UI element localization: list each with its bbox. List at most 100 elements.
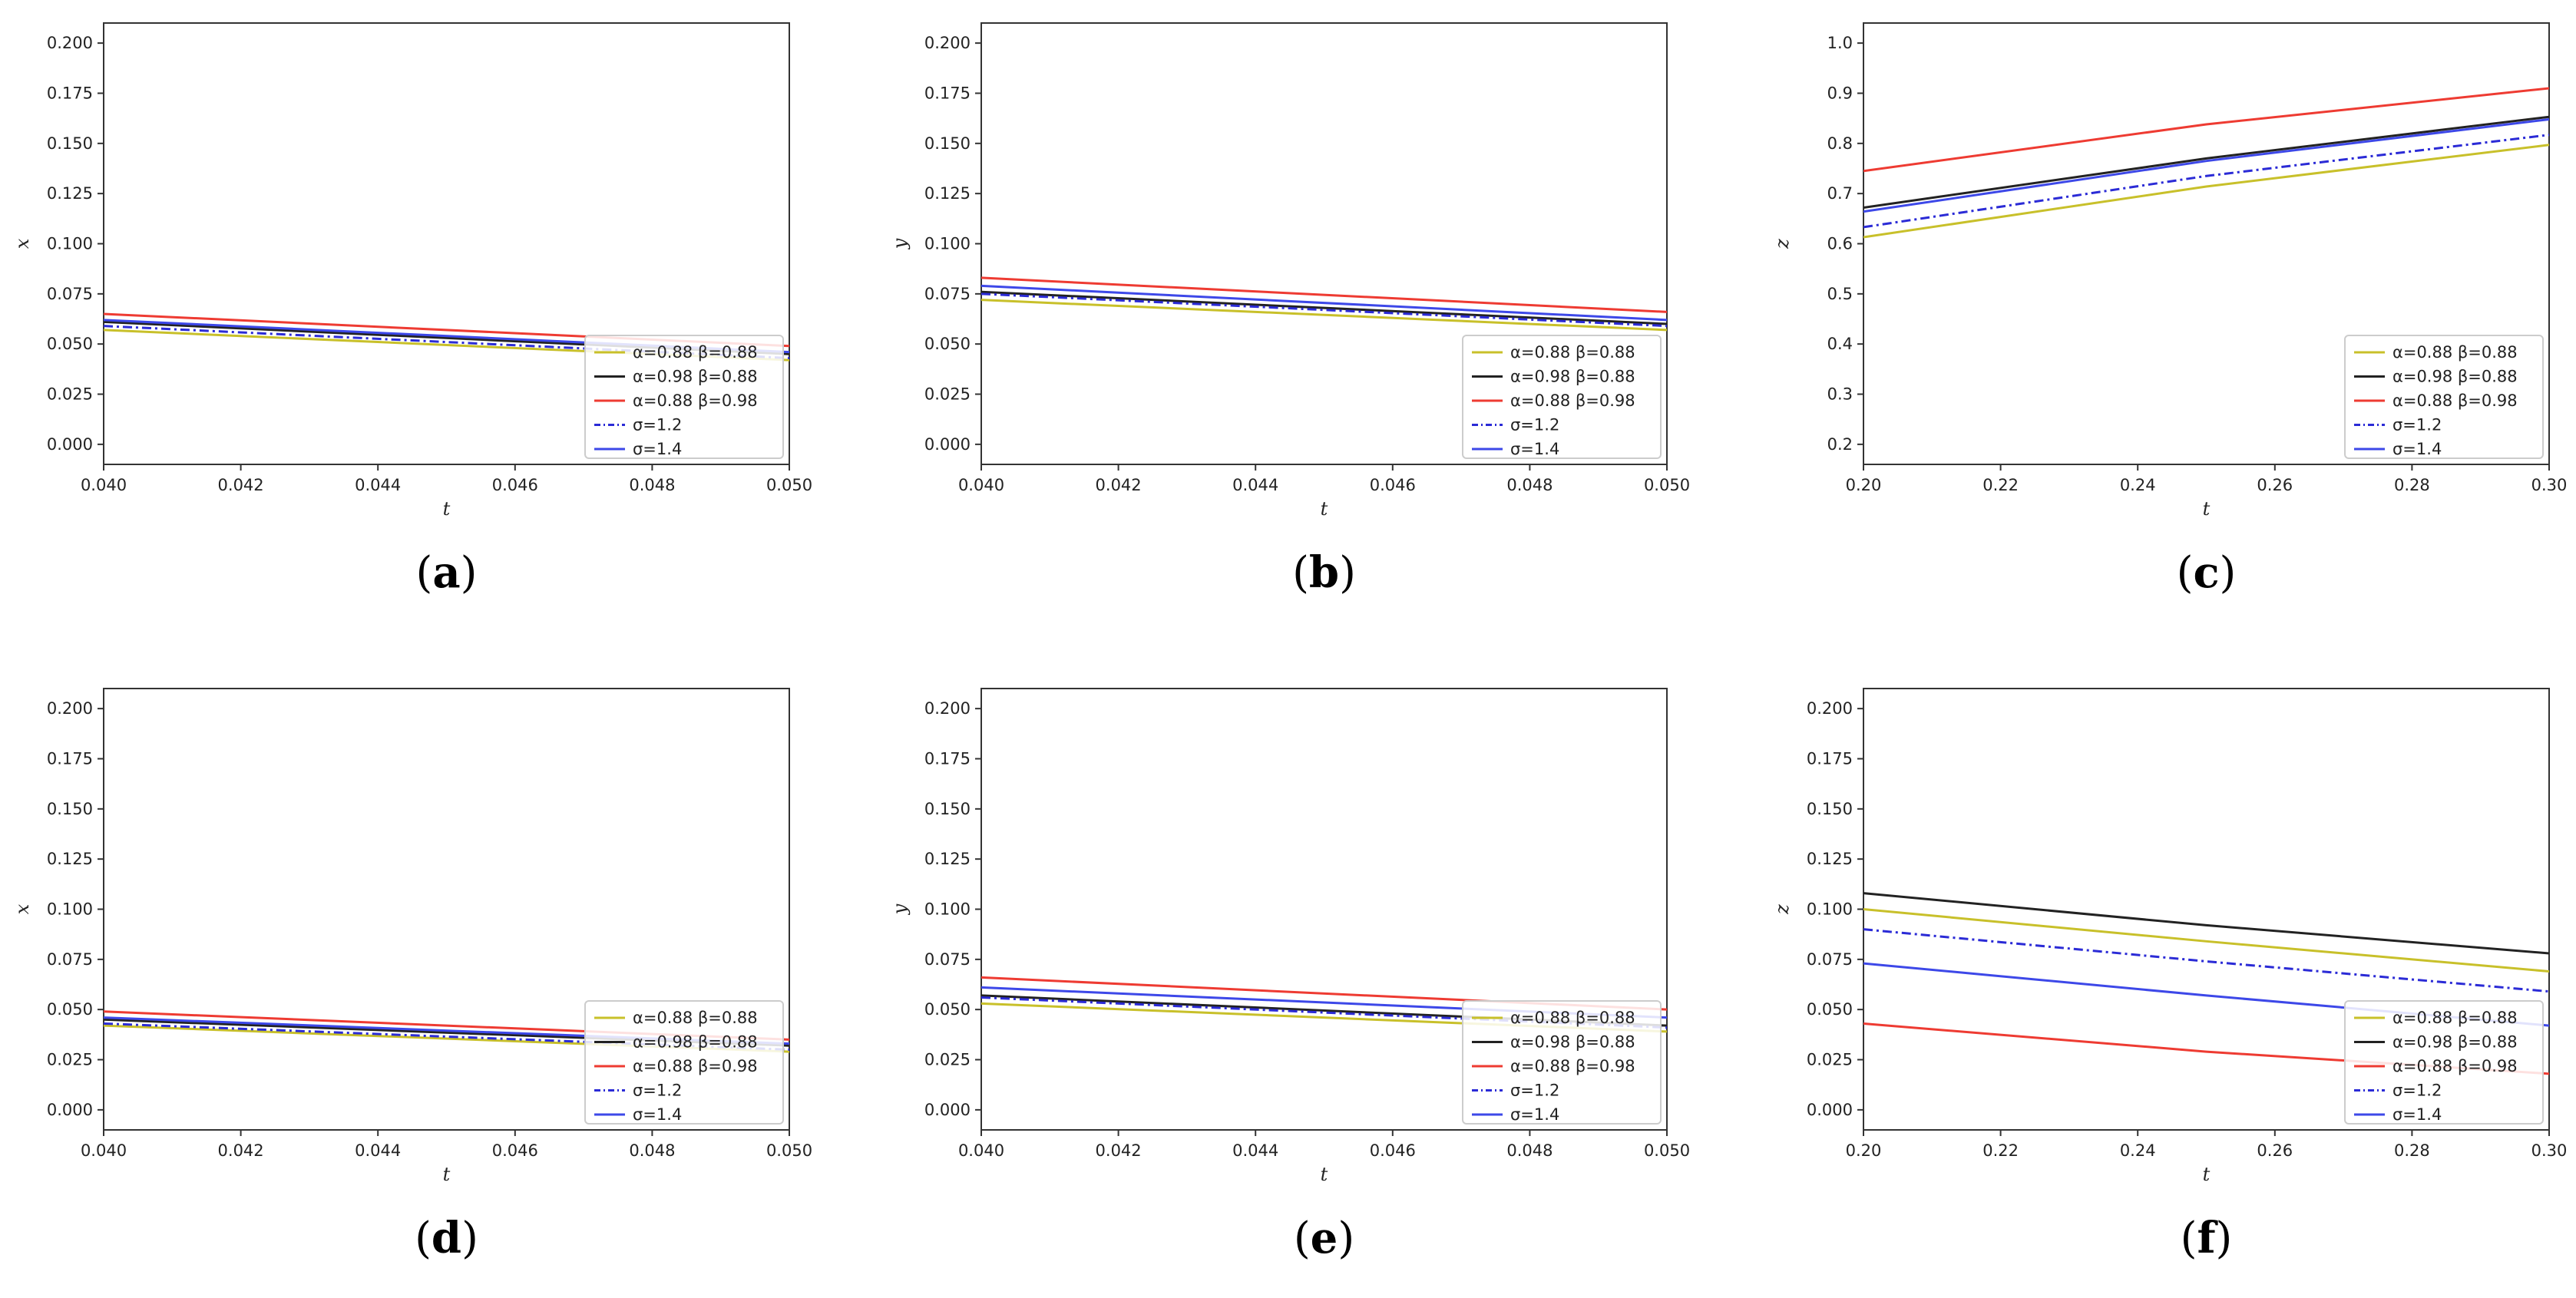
y-tick-label: 0.050 [924, 1000, 971, 1019]
legend-label: α=0.88 β=0.88 [633, 1009, 758, 1027]
series-line-5 [1863, 117, 2549, 213]
y-tick-label: 0.025 [47, 1051, 93, 1069]
legend-label: σ=1.4 [1510, 1105, 1559, 1124]
y-tick-label: 0.075 [924, 285, 971, 303]
legend-label: σ=1.2 [1510, 416, 1559, 434]
x-tick-label: 0.046 [492, 476, 538, 494]
series-group [1863, 87, 2549, 239]
panel-letter: d [432, 1213, 461, 1263]
x-tick-label: 0.24 [2120, 476, 2156, 494]
chart-panel-a: 0.040 0.042 0.044 0.046 0.048 0.050 0.000 0.025… [12, 22, 812, 598]
legend: α=0.88 β=0.88 α=0.98 β=0.88 α=0.88 β=0.98 σ… [2344, 335, 2544, 459]
series-line-2 [1863, 892, 2549, 955]
x-tick-label: 0.046 [1370, 1141, 1416, 1160]
y-tick-label: 0.125 [1807, 850, 1853, 868]
x-axis-label: t [2203, 1164, 2211, 1185]
y-tick-label: 0.100 [924, 900, 971, 919]
y-tick-label: 0.025 [1807, 1051, 1853, 1069]
series-group [981, 276, 1667, 332]
y-tick-label: 0.6 [1827, 235, 1853, 253]
panel-letter: c [2193, 547, 2219, 598]
y-tick-label: 0.200 [47, 34, 93, 52]
x-tick-label: 0.044 [1232, 476, 1278, 494]
x-tick-label: 0.050 [766, 1141, 812, 1160]
x-tick-label: 0.28 [2394, 476, 2430, 494]
x-tick-label: 0.050 [1644, 476, 1690, 494]
x-tick-label: 0.040 [958, 1141, 1004, 1160]
y-tick-label: 0.125 [47, 850, 93, 868]
y-tick-label: 0.025 [924, 1051, 971, 1069]
chart-panel-d: 0.040 0.042 0.044 0.046 0.048 0.050 0.000 0.025… [12, 688, 812, 1263]
series-line-4 [1863, 134, 2549, 229]
y-tick-label: 0.150 [47, 800, 93, 818]
legend-label: σ=1.2 [633, 1082, 682, 1100]
series-line-2 [981, 290, 1667, 325]
series-line-3 [981, 276, 1667, 313]
x-tick-label: 0.20 [1846, 476, 1882, 494]
y-tick-label: 0.050 [1807, 1000, 1853, 1019]
y-tick-label: 0.7 [1827, 184, 1853, 203]
legend-label: σ=1.2 [2392, 416, 2442, 434]
legend-label: α=0.88 β=0.98 [2392, 1057, 2518, 1075]
y-tick-label: 0.000 [924, 1101, 971, 1119]
legend-label: α=0.88 β=0.98 [2392, 391, 2518, 410]
y-tick-label: 0.100 [1807, 900, 1853, 919]
y-tick-label: 0.100 [47, 900, 93, 919]
y-tick-label: 0.050 [47, 335, 93, 353]
legend-label: α=0.88 β=0.88 [633, 343, 758, 362]
legend-label: α=0.98 β=0.88 [633, 1033, 758, 1052]
y-tick-label: 0.175 [47, 84, 93, 102]
series-line-5 [981, 284, 1667, 322]
y-tick-label: 0.200 [924, 699, 971, 718]
panel-letter: b [1309, 547, 1339, 598]
x-tick-label: 0.042 [218, 476, 264, 494]
y-tick-label: 0.000 [924, 435, 971, 454]
y-tick-label: 0.125 [924, 184, 971, 203]
x-axis-label: t [1321, 1164, 1328, 1185]
y-tick-label: 0.150 [1807, 800, 1853, 818]
x-tick-label: 0.048 [629, 476, 675, 494]
legend-label: σ=1.4 [633, 440, 682, 458]
y-tick-label: 0.175 [1807, 749, 1853, 768]
x-tick-label: 0.22 [1982, 476, 2019, 494]
panel-label: (e) [1294, 1213, 1354, 1263]
series-line-1 [1863, 144, 2549, 239]
y-tick-label: 0.4 [1827, 335, 1853, 353]
legend: α=0.88 β=0.88 α=0.98 β=0.88 α=0.88 β=0.98 σ… [1462, 1000, 1662, 1125]
panel-label: (b) [1292, 547, 1356, 598]
x-tick-label: 0.30 [2531, 1141, 2568, 1160]
legend-label: α=0.88 β=0.88 [1510, 343, 1635, 362]
legend: α=0.88 β=0.88 α=0.98 β=0.88 α=0.88 β=0.98 σ… [584, 1000, 784, 1125]
x-tick-label: 0.042 [1096, 476, 1142, 494]
legend-label: α=0.88 β=0.98 [1510, 391, 1635, 410]
panel-label: (d) [415, 1213, 478, 1263]
y-tick-label: 0.100 [47, 235, 93, 253]
y-tick-label: 0.5 [1827, 285, 1853, 303]
legend-label: σ=1.2 [633, 416, 682, 434]
chart-panel-c: 0.20 0.22 0.24 0.26 0.28 0.30 0.2 0.3 0.4 0.5 0.6 0… [1771, 22, 2568, 598]
y-tick-label: 0.150 [924, 134, 971, 153]
legend-box [584, 1000, 784, 1125]
y-axis-label: y [889, 238, 911, 249]
x-tick-label: 0.22 [1982, 1141, 2019, 1160]
y-tick-label: 0.175 [924, 84, 971, 102]
panel-letter: f [2197, 1213, 2218, 1263]
legend-label: α=0.98 β=0.88 [2392, 1033, 2518, 1052]
x-tick-label: 0.24 [2120, 1141, 2156, 1160]
y-tick-label: 0.150 [47, 134, 93, 153]
y-tick-label: 0.075 [47, 950, 93, 969]
y-tick-label: 0.200 [1807, 699, 1853, 718]
chart-panel-b: 0.040 0.042 0.044 0.046 0.048 0.050 0.000 0.025… [889, 22, 1690, 598]
legend-label: α=0.98 β=0.88 [1510, 368, 1635, 386]
x-tick-label: 0.26 [2257, 476, 2293, 494]
legend: α=0.88 β=0.88 α=0.98 β=0.88 α=0.88 β=0.98 σ… [584, 335, 784, 459]
y-axis-label: z [1771, 904, 1793, 915]
y-axis-label: x [12, 238, 33, 249]
legend-label: α=0.88 β=0.98 [633, 391, 758, 410]
y-tick-label: 0.050 [924, 335, 971, 353]
legend-label: σ=1.4 [633, 1105, 682, 1124]
y-tick-label: 0.000 [1807, 1101, 1853, 1119]
x-tick-label: 0.040 [81, 476, 127, 494]
x-tick-label: 0.30 [2531, 476, 2568, 494]
